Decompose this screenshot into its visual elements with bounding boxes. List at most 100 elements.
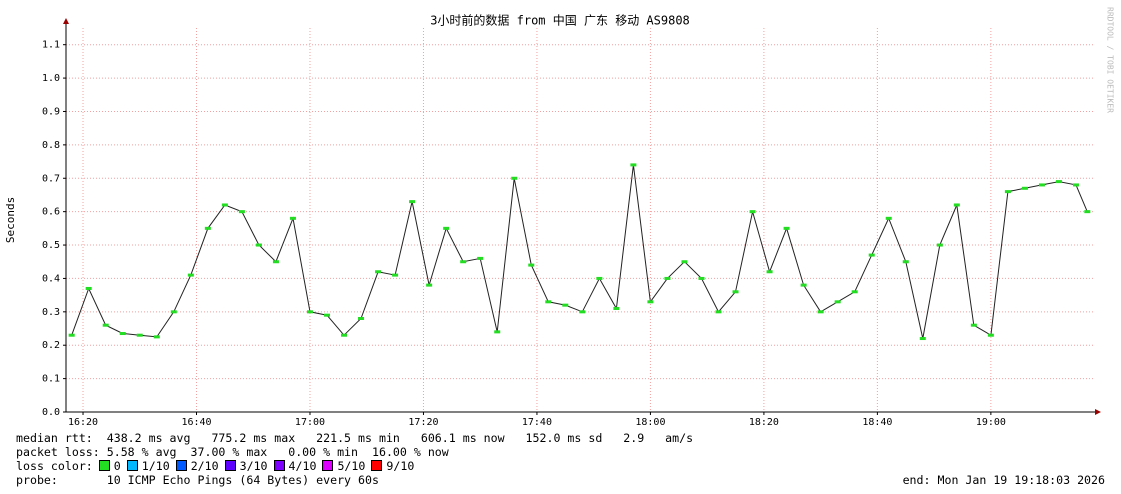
loss-colors: loss color: 0 1/10 2/10 3/10 4/10 5/10 9/10 [16, 459, 414, 473]
y-tick-label: 0.6 [42, 207, 60, 218]
rtt-point [766, 270, 773, 274]
x-tick-label: 17:20 [408, 417, 438, 428]
rtt-point [1072, 183, 1079, 187]
y-tick-label: 0.4 [42, 273, 60, 284]
loss-swatch [98, 460, 110, 471]
probe: probe: 10 ICMP Echo Pings (64 Bytes) eve… [16, 473, 379, 487]
rtt-point [187, 273, 194, 277]
rtt-point [102, 323, 109, 327]
rtt-point [664, 276, 671, 280]
rtt-point [528, 263, 535, 267]
rtt-point [375, 270, 382, 274]
chart-title: 3小时前的数据 from 中国 广东 移动 AS9808 [430, 13, 690, 28]
loss-swatch [175, 460, 187, 471]
x-tick-label: 16:40 [181, 417, 211, 428]
rtt-stats: median rtt: 438.2 ms avg 775.2 ms max 22… [16, 431, 694, 445]
side-label: RRDTOOL / TOBI OETIKER [1106, 7, 1115, 113]
rtt-point [221, 203, 228, 207]
rtt-point [596, 276, 603, 280]
loss-swatch [371, 460, 383, 471]
rtt-point [136, 333, 143, 337]
rtt-point [613, 306, 620, 310]
rtt-point [851, 290, 858, 294]
x-tick-label: 16:20 [68, 417, 98, 428]
loss-label: 5/10 [337, 459, 366, 473]
y-tick-label: 0.8 [42, 140, 60, 151]
loss-label: 3/10 [239, 459, 268, 473]
loss-label: 0 [113, 459, 121, 473]
end-time: end: Mon Jan 19 19:18:03 2026 [902, 473, 1105, 487]
rtt-point [885, 216, 892, 220]
rtt-point [392, 273, 399, 277]
y-tick-label: 0.3 [42, 307, 60, 318]
loss-label: 4/10 [288, 459, 317, 473]
rtt-point [289, 216, 296, 220]
loss-swatch [322, 460, 334, 471]
loss-stats: packet loss: 5.58 % avg 37.00 % max 0.00… [16, 445, 449, 459]
loss-swatch [273, 460, 285, 471]
rtt-point [426, 283, 433, 287]
loss-swatch [126, 460, 138, 471]
y-axis-arrow [63, 18, 69, 24]
rtt-point [68, 333, 75, 337]
y-tick-label: 0.5 [42, 240, 60, 251]
rtt-point [255, 243, 262, 247]
rtt-point [409, 200, 416, 204]
rtt-point [545, 300, 552, 304]
rtt-point [970, 323, 977, 327]
rtt-point [306, 310, 313, 314]
rtt-point [358, 317, 365, 321]
rtt-point [902, 260, 909, 264]
y-tick-label: 0.0 [42, 407, 60, 418]
y-tick-label: 0.2 [42, 340, 60, 351]
rtt-point [85, 286, 92, 290]
loss-color-label: loss color: [16, 459, 93, 473]
rtt-point [1084, 210, 1091, 214]
rtt-point [170, 310, 177, 314]
rtt-point [1055, 180, 1062, 184]
rtt-point [1021, 186, 1028, 190]
rtt-point [460, 260, 467, 264]
y-tick-label: 0.7 [42, 173, 60, 184]
x-tick-label: 18:00 [635, 417, 665, 428]
rtt-point [1038, 183, 1045, 187]
rtt-point [153, 335, 160, 339]
loss-label: 2/10 [190, 459, 219, 473]
chart: 3小时前的数据 from 中国 广东 移动 AS9808 Seconds RRD… [4, 7, 1115, 428]
rtt-point [477, 256, 484, 260]
rtt-point [783, 226, 790, 230]
loss-swatch [224, 460, 236, 471]
rtt-point [698, 276, 705, 280]
rtt-point [834, 300, 841, 304]
rtt-point [749, 210, 756, 214]
y-tick-label: 1.0 [42, 73, 60, 84]
rtt-point [647, 300, 654, 304]
rtt-point [272, 260, 279, 264]
x-tick-label: 17:40 [522, 417, 552, 428]
rtt-point [987, 333, 994, 337]
rtt-point [732, 290, 739, 294]
rtt-point [800, 283, 807, 287]
y-tick-label: 0.9 [42, 106, 60, 117]
y-axis-label: Seconds [4, 197, 17, 243]
rtt-point [919, 337, 926, 341]
rtt-point [119, 332, 126, 336]
loss-label: 9/10 [386, 459, 415, 473]
rtt-point [868, 253, 875, 257]
x-tick-label: 19:00 [976, 417, 1006, 428]
rtt-point [681, 260, 688, 264]
y-tick-label: 0.1 [42, 374, 60, 385]
x-tick-label: 18:20 [749, 417, 779, 428]
loss-label: 1/10 [141, 459, 170, 473]
x-tick-label: 18:40 [862, 417, 892, 428]
x-axis-arrow [1095, 409, 1101, 415]
rtt-point [1004, 190, 1011, 194]
rtt-point [204, 226, 211, 230]
rtt-point [511, 176, 518, 180]
y-tick-label: 1.1 [42, 40, 60, 51]
rtt-point [562, 303, 569, 307]
rtt-point [443, 226, 450, 230]
rtt-point [341, 333, 348, 337]
rtt-point [238, 210, 245, 214]
